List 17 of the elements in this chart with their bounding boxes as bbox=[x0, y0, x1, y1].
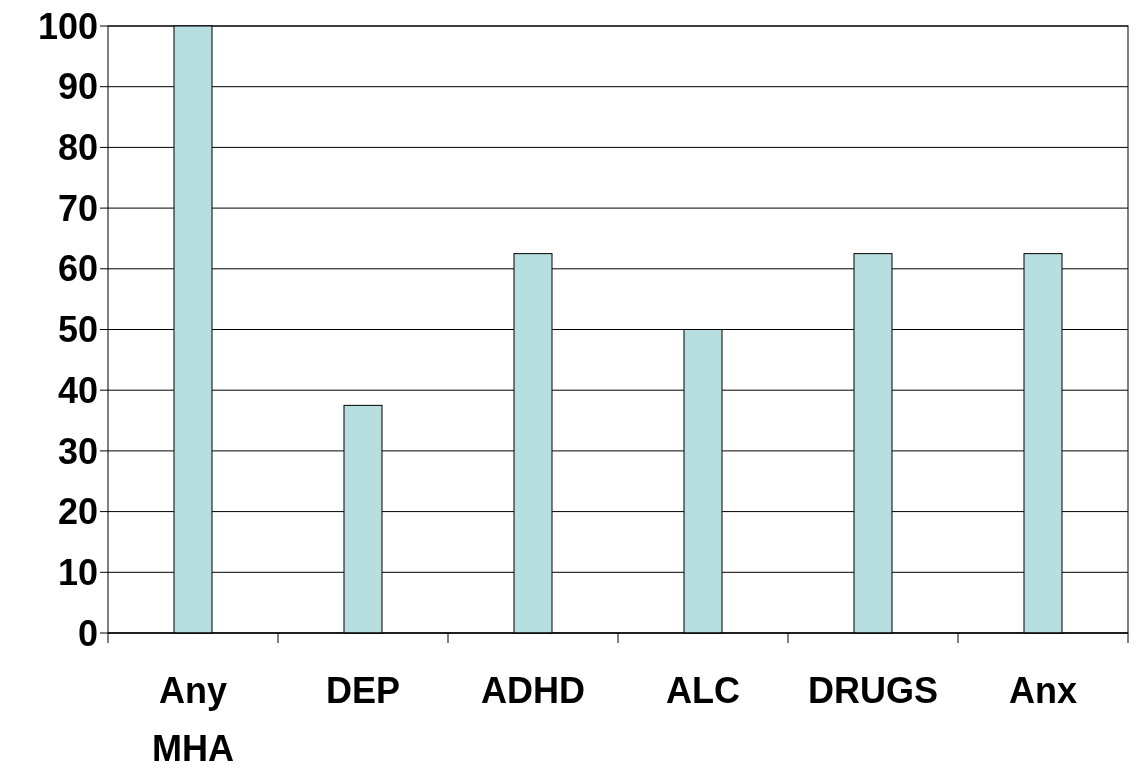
y-tick-label: 80 bbox=[57, 127, 98, 168]
y-tick-label: 60 bbox=[57, 248, 98, 290]
x-tick-label: Anx bbox=[1008, 670, 1078, 711]
x-tick-label: DEP bbox=[325, 670, 401, 711]
y-tick-label: 50 bbox=[57, 309, 98, 351]
x-tick-label: Any MHA bbox=[152, 670, 234, 769]
y-tick-label: 90 bbox=[57, 66, 98, 108]
y-tick-label: 70 bbox=[57, 187, 98, 229]
y-tick-label: 100 bbox=[37, 5, 98, 47]
y-tick-label: 0 bbox=[77, 612, 98, 654]
y-tick-label: 20 bbox=[57, 491, 98, 533]
y-tick-label: 30 bbox=[57, 430, 98, 472]
y-tick-label: 40 bbox=[57, 369, 98, 411]
x-tick-label: ALC bbox=[666, 670, 740, 711]
x-tick-label: DRUGS bbox=[807, 670, 939, 711]
x-tick-label: ADHD bbox=[481, 670, 585, 711]
y-tick-label: 10 bbox=[57, 551, 98, 593]
